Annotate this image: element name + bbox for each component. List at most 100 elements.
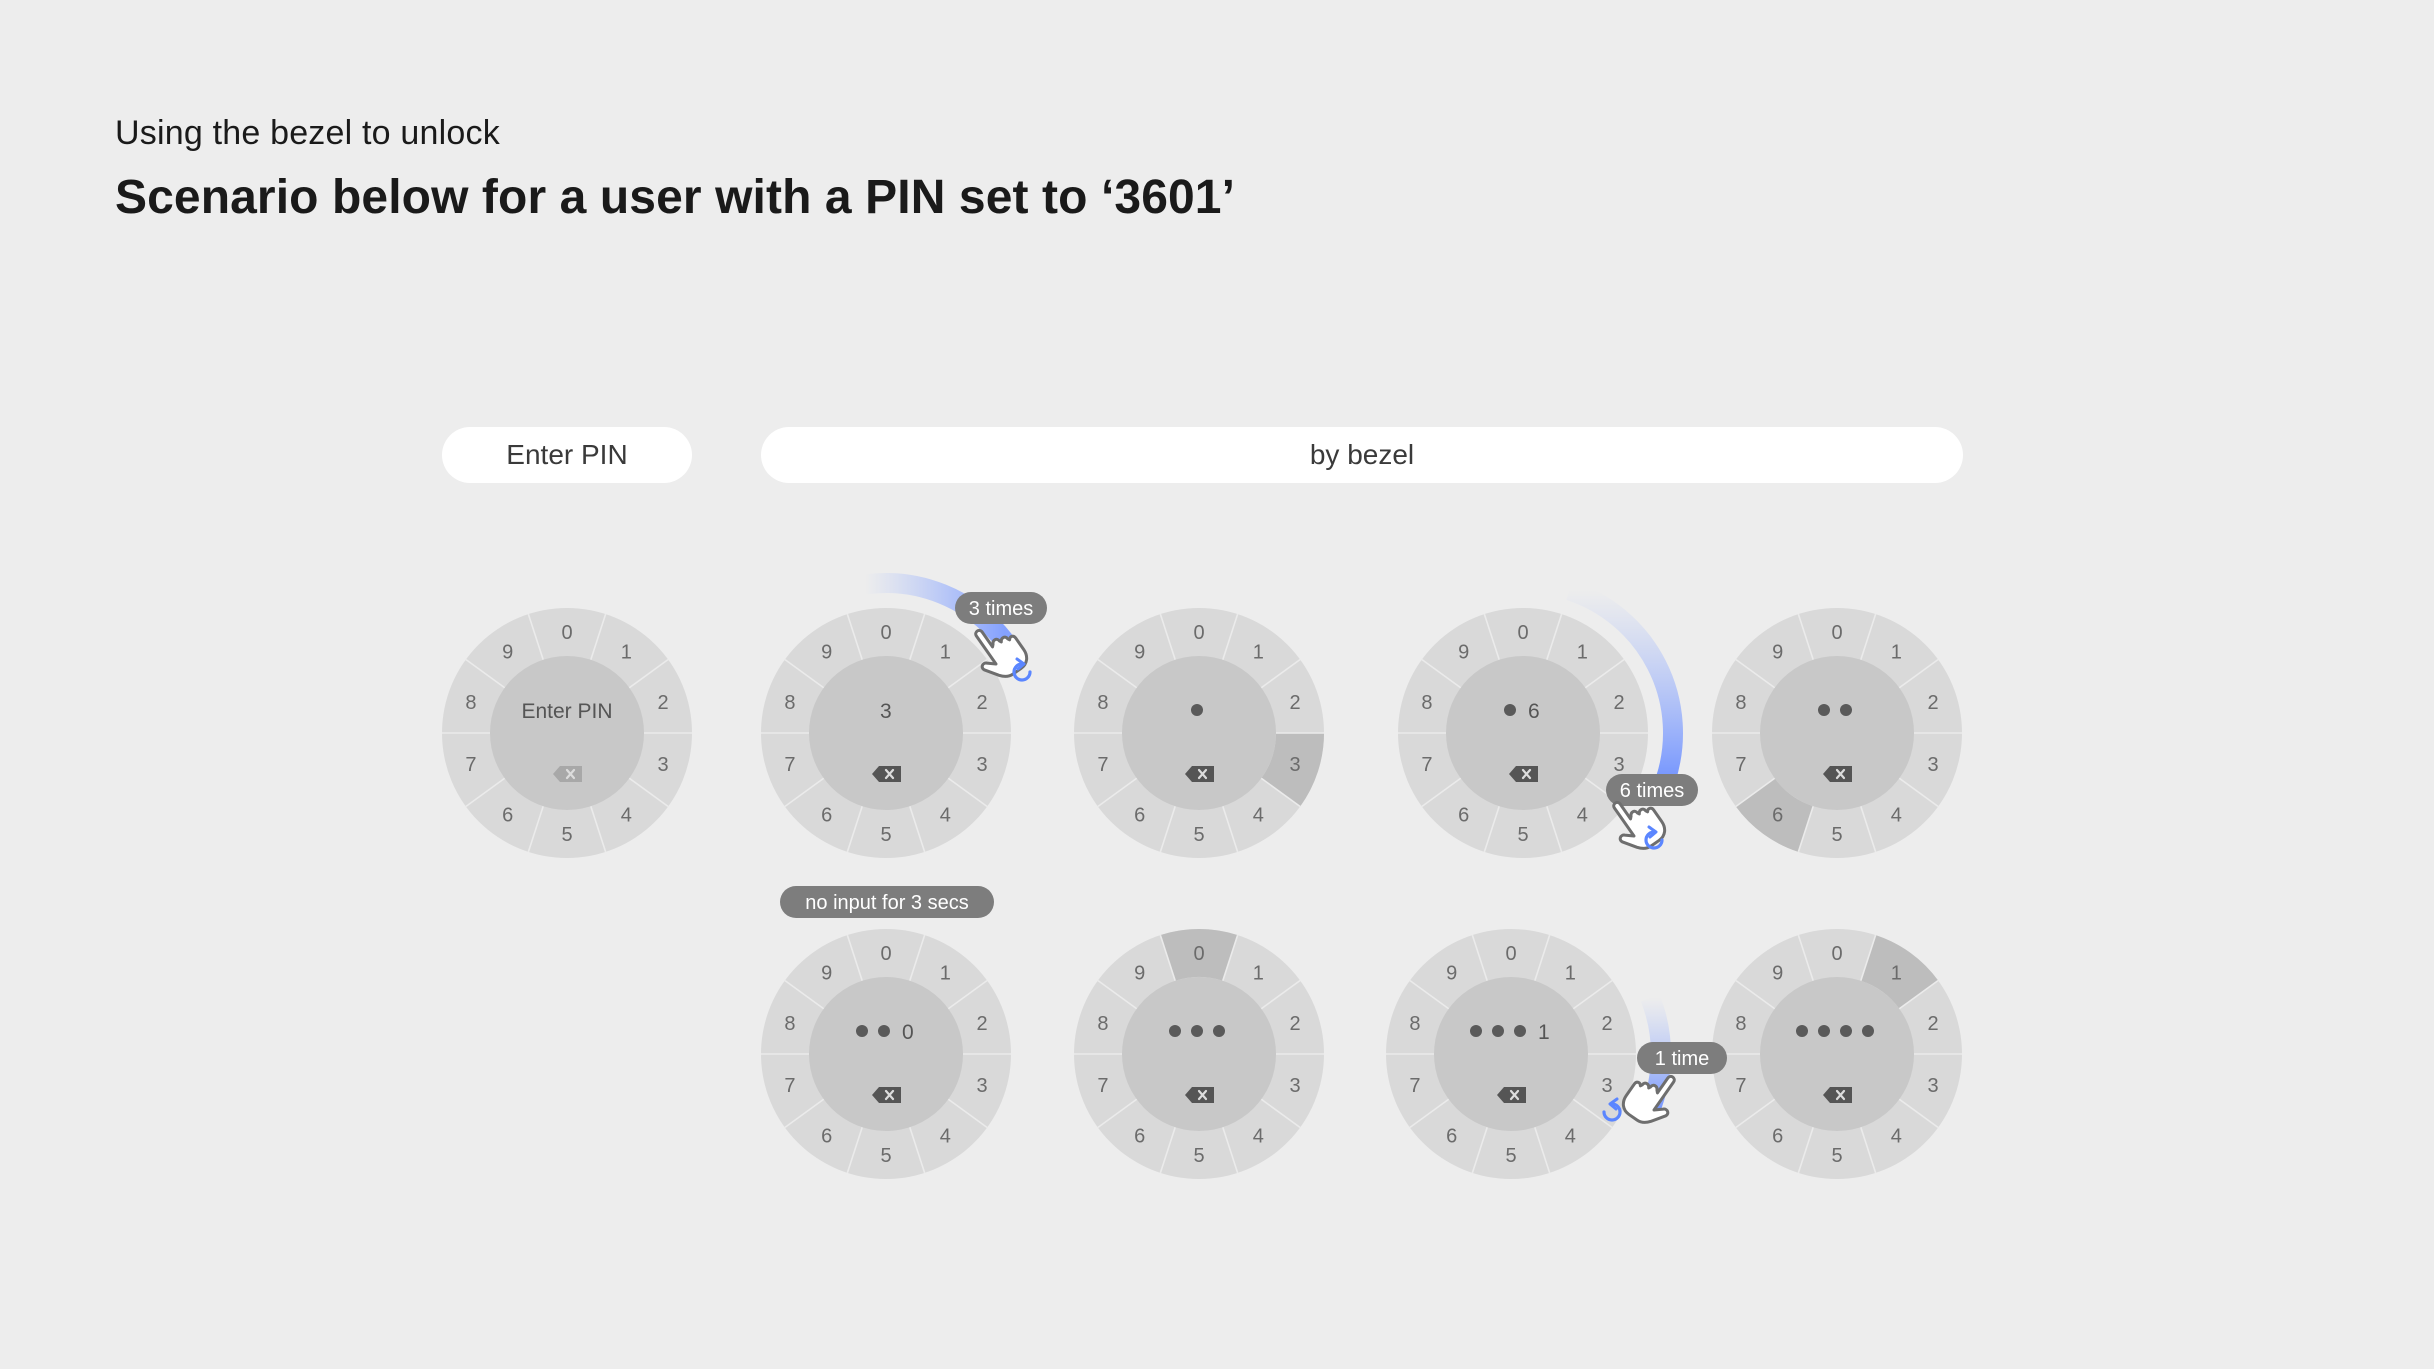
dial-digit-8[interactable]: 8 <box>784 1013 795 1035</box>
backspace-icon[interactable] <box>872 1087 901 1103</box>
dial-digit-1[interactable]: 1 <box>1253 962 1264 984</box>
dial-digit-9[interactable]: 9 <box>1134 641 1145 663</box>
dial-digit-3[interactable]: 3 <box>657 754 668 776</box>
dial-digit-0[interactable]: 0 <box>880 622 891 644</box>
dial-digit-2[interactable]: 2 <box>1927 692 1938 714</box>
dial-digit-9[interactable]: 9 <box>1772 962 1783 984</box>
dial-digit-5[interactable]: 5 <box>1193 1145 1204 1167</box>
dial-digit-5[interactable]: 5 <box>1831 1145 1842 1167</box>
dial-digit-7[interactable]: 7 <box>465 754 476 776</box>
dial-digit-6[interactable]: 6 <box>1446 1126 1457 1148</box>
dial-digit-1[interactable]: 1 <box>940 962 951 984</box>
dial-digit-5[interactable]: 5 <box>1831 824 1842 846</box>
dial-digit-5[interactable]: 5 <box>880 824 891 846</box>
dial-digit-9[interactable]: 9 <box>502 641 513 663</box>
backspace-icon[interactable] <box>1497 1087 1526 1103</box>
dial-digit-6[interactable]: 6 <box>1134 805 1145 827</box>
backspace-icon[interactable] <box>872 766 901 782</box>
dial-digit-7[interactable]: 7 <box>1735 1075 1746 1097</box>
dial-digit-3[interactable]: 3 <box>1927 1075 1938 1097</box>
dial-digit-0[interactable]: 0 <box>1193 943 1204 965</box>
dial-digit-9[interactable]: 9 <box>1134 962 1145 984</box>
dial-digit-8[interactable]: 8 <box>1735 692 1746 714</box>
dial-digit-2[interactable]: 2 <box>1289 1013 1300 1035</box>
dial-digit-4[interactable]: 4 <box>1891 1126 1902 1148</box>
dial-digit-0[interactable]: 0 <box>1517 622 1528 644</box>
backspace-icon[interactable] <box>1823 1087 1852 1103</box>
dial-digit-7[interactable]: 7 <box>1421 754 1432 776</box>
dial-digit-3[interactable]: 3 <box>1289 1075 1300 1097</box>
dial-digit-4[interactable]: 4 <box>621 805 632 827</box>
dial-digit-1[interactable]: 1 <box>940 641 951 663</box>
dial-digit-7[interactable]: 7 <box>1409 1075 1420 1097</box>
dial-digit-9[interactable]: 9 <box>821 641 832 663</box>
dial-digit-3[interactable]: 3 <box>1613 754 1624 776</box>
dial-digit-6[interactable]: 6 <box>1772 805 1783 827</box>
dial-digit-3[interactable]: 3 <box>976 1075 987 1097</box>
dial-digit-7[interactable]: 7 <box>784 1075 795 1097</box>
dial-digit-2[interactable]: 2 <box>657 692 668 714</box>
dial-digit-3[interactable]: 3 <box>976 754 987 776</box>
dial-digit-8[interactable]: 8 <box>1097 1013 1108 1035</box>
dial-digit-9[interactable]: 9 <box>1458 641 1469 663</box>
dial-digit-1[interactable]: 1 <box>1891 962 1902 984</box>
backspace-icon[interactable] <box>1185 766 1214 782</box>
backspace-icon[interactable] <box>553 766 582 782</box>
dial-digit-9[interactable]: 9 <box>821 962 832 984</box>
dial-digit-0[interactable]: 0 <box>561 622 572 644</box>
dial-digit-0[interactable]: 0 <box>880 943 891 965</box>
dial-digit-1[interactable]: 1 <box>1565 962 1576 984</box>
dial-digit-5[interactable]: 5 <box>1505 1145 1516 1167</box>
dial-digit-6[interactable]: 6 <box>1458 805 1469 827</box>
dial-digit-2[interactable]: 2 <box>1289 692 1300 714</box>
dial-digit-6[interactable]: 6 <box>821 1126 832 1148</box>
dial-digit-2[interactable]: 2 <box>1601 1013 1612 1035</box>
dial-digit-7[interactable]: 7 <box>1097 1075 1108 1097</box>
dial-digit-3[interactable]: 3 <box>1927 754 1938 776</box>
segment-divider <box>1471 934 1488 982</box>
dial-digit-2[interactable]: 2 <box>1613 692 1624 714</box>
backspace-icon[interactable] <box>1185 1087 1214 1103</box>
dial-digit-5[interactable]: 5 <box>880 1145 891 1167</box>
dial-digit-4[interactable]: 4 <box>1565 1126 1576 1148</box>
dial-digit-8[interactable]: 8 <box>784 692 795 714</box>
dial-digit-1[interactable]: 1 <box>621 641 632 663</box>
backspace-icon[interactable] <box>1823 766 1852 782</box>
dial-digit-0[interactable]: 0 <box>1505 943 1516 965</box>
dial-digit-2[interactable]: 2 <box>976 692 987 714</box>
backspace-icon[interactable] <box>1509 766 1538 782</box>
dial-digit-7[interactable]: 7 <box>1735 754 1746 776</box>
dial-digit-1[interactable]: 1 <box>1577 641 1588 663</box>
dial-digit-6[interactable]: 6 <box>1134 1126 1145 1148</box>
dial-digit-4[interactable]: 4 <box>1253 1126 1264 1148</box>
dial-digit-4[interactable]: 4 <box>940 1126 951 1148</box>
dial-digit-8[interactable]: 8 <box>1421 692 1432 714</box>
dial-digit-8[interactable]: 8 <box>1735 1013 1746 1035</box>
dial-digit-5[interactable]: 5 <box>1517 824 1528 846</box>
dial-digit-4[interactable]: 4 <box>1891 805 1902 827</box>
dial-digit-6[interactable]: 6 <box>1772 1126 1783 1148</box>
dial-digit-1[interactable]: 1 <box>1253 641 1264 663</box>
dial-digit-8[interactable]: 8 <box>465 692 476 714</box>
dial-digit-4[interactable]: 4 <box>940 805 951 827</box>
dial-digit-6[interactable]: 6 <box>821 805 832 827</box>
dial-digit-7[interactable]: 7 <box>1097 754 1108 776</box>
dial-digit-3[interactable]: 3 <box>1289 754 1300 776</box>
dial-digit-2[interactable]: 2 <box>976 1013 987 1035</box>
dial-digit-5[interactable]: 5 <box>561 824 572 846</box>
dial-digit-9[interactable]: 9 <box>1446 962 1457 984</box>
dial-digit-6[interactable]: 6 <box>502 805 513 827</box>
dial-digit-2[interactable]: 2 <box>1927 1013 1938 1035</box>
dial-digit-4[interactable]: 4 <box>1253 805 1264 827</box>
dial-digit-0[interactable]: 0 <box>1831 622 1842 644</box>
dial-digit-1[interactable]: 1 <box>1891 641 1902 663</box>
dial-digit-0[interactable]: 0 <box>1193 622 1204 644</box>
dial-digit-5[interactable]: 5 <box>1193 824 1204 846</box>
dial-digit-3[interactable]: 3 <box>1601 1075 1612 1097</box>
dial-digit-4[interactable]: 4 <box>1577 805 1588 827</box>
dial-digit-9[interactable]: 9 <box>1772 641 1783 663</box>
dial-digit-8[interactable]: 8 <box>1409 1013 1420 1035</box>
dial-digit-0[interactable]: 0 <box>1831 943 1842 965</box>
dial-digit-7[interactable]: 7 <box>784 754 795 776</box>
dial-digit-8[interactable]: 8 <box>1097 692 1108 714</box>
